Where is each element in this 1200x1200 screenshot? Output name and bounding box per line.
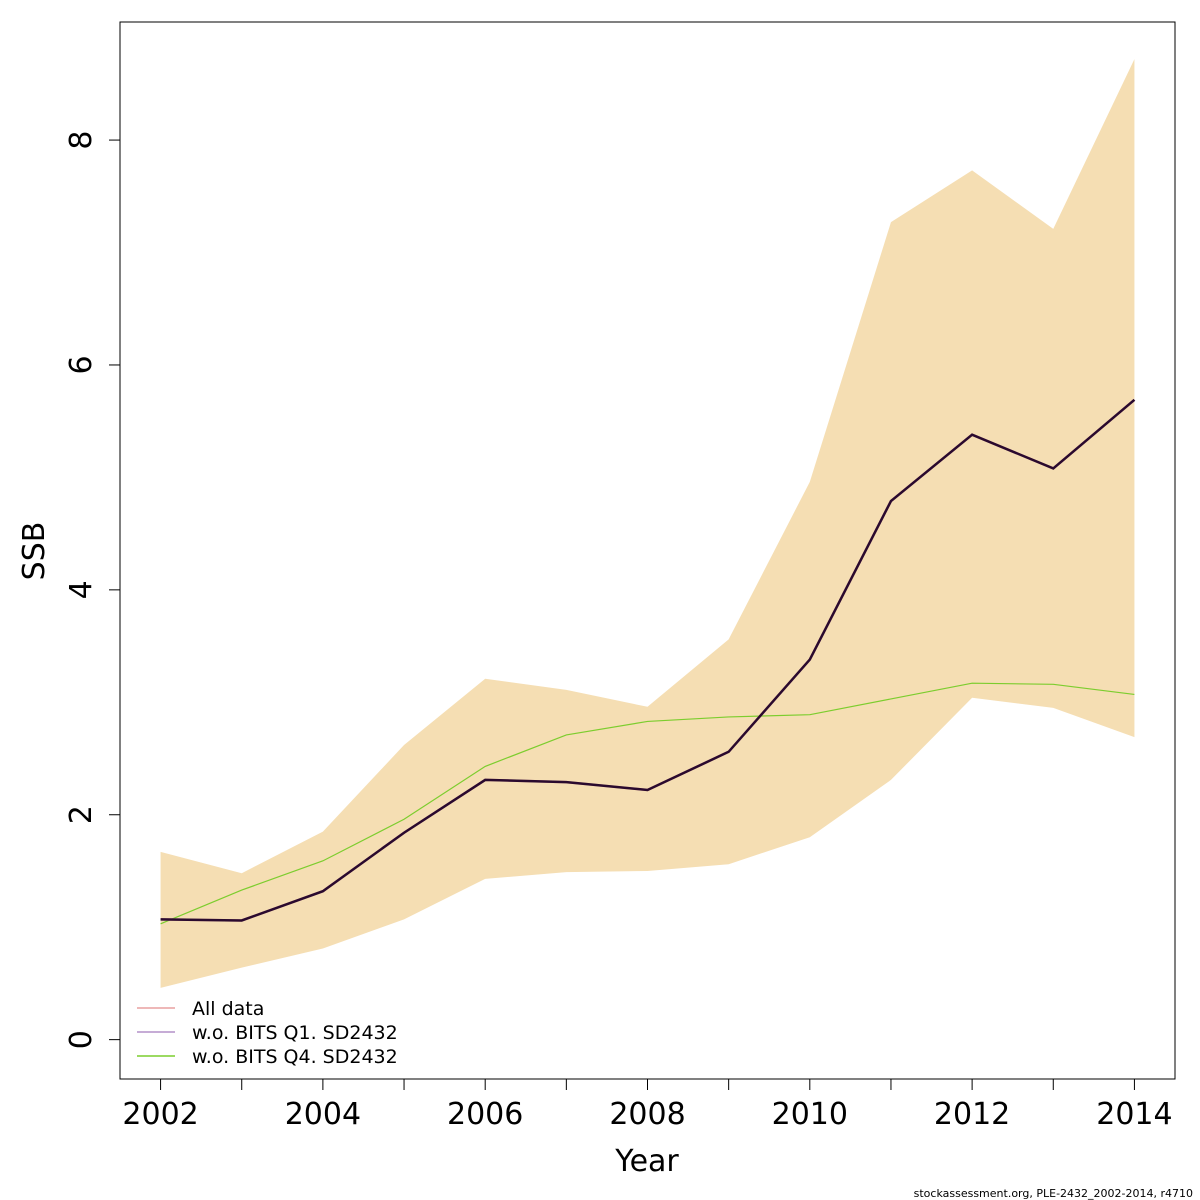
x-tick-label-2008: 2008 xyxy=(609,1097,685,1132)
footer-credit: stockassessment.org, PLE-2432_2002-2014,… xyxy=(914,1187,1193,1200)
x-tick-label-2010: 2010 xyxy=(772,1097,848,1132)
x-tick-label-2004: 2004 xyxy=(285,1097,361,1132)
y-tick-label-2: 2 xyxy=(64,805,99,824)
y-axis: 0 2 4 6 8 xyxy=(64,131,121,1049)
x-axis: 2002 2004 2006 2008 2010 2012 2014 xyxy=(122,1078,1173,1132)
series-lines-layer xyxy=(160,398,1136,925)
x-tick-label-2012: 2012 xyxy=(934,1097,1010,1132)
y-tick-label-8: 8 xyxy=(64,131,99,150)
x-tick-label-2006: 2006 xyxy=(447,1097,523,1132)
series-line-w-o-bits-q1-sd2432 xyxy=(160,398,1136,922)
x-axis-title: Year xyxy=(614,1144,679,1179)
confidence-band-layer xyxy=(160,59,1135,988)
legend-label-all-data: All data xyxy=(192,998,264,1020)
legend-label-w-o-bits-q1-sd2432: w.o. BITS Q1. SD2432 xyxy=(192,1022,398,1044)
series-line-w-o-bits-q4-sd2432 xyxy=(160,682,1135,925)
x-tick-label-2014: 2014 xyxy=(1096,1097,1172,1132)
y-tick-label-0: 0 xyxy=(64,1030,99,1049)
legend-label-w-o-bits-q4-sd2432: w.o. BITS Q4. SD2432 xyxy=(192,1046,398,1068)
confidence-band xyxy=(160,59,1135,988)
y-tick-label-6: 6 xyxy=(64,355,99,374)
y-axis-title: SSB xyxy=(17,522,52,581)
y-tick-label-4: 4 xyxy=(64,580,99,599)
x-tick-label-2002: 2002 xyxy=(122,1097,198,1132)
